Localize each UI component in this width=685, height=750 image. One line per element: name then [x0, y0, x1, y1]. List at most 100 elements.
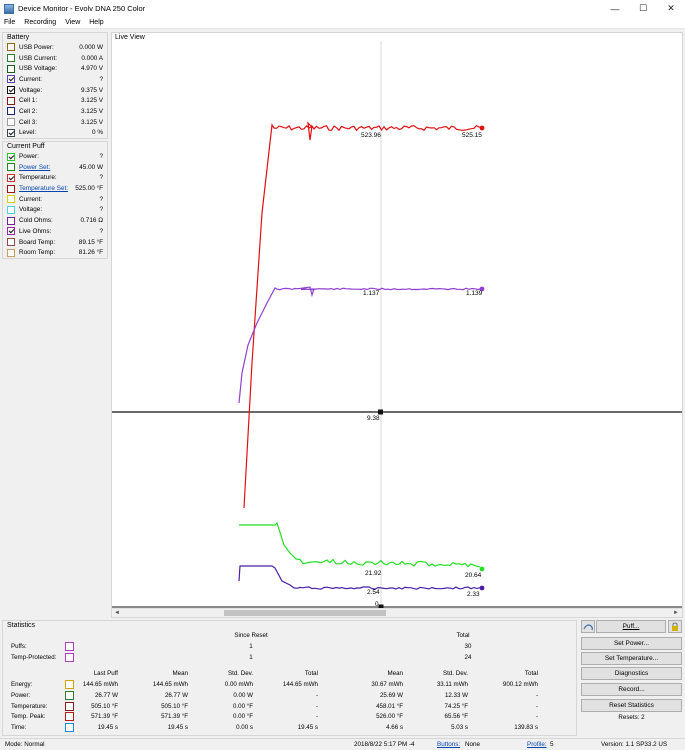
left-panel: Battery USB Power: 0.000 W USB Current: 0.0…: [2, 32, 108, 618]
puff-checkbox[interactable]: [7, 195, 15, 204]
puff-checkbox[interactable]: [7, 173, 15, 182]
puff-checkbox[interactable]: [7, 205, 15, 214]
battery-label: Current:: [19, 75, 43, 83]
horizontal-scrollbar[interactable]: ◄ ►: [112, 608, 682, 617]
stats-column-header: Std. Dev.: [443, 670, 468, 677]
stats-cell: 571.39 °F: [161, 713, 188, 721]
puff-icon[interactable]: [581, 620, 595, 633]
total-header: Total: [456, 632, 470, 639]
title-bar: Device Monitor - Evolv DNA 250 Color — ☐…: [0, 0, 685, 17]
battery-checkbox[interactable]: [7, 86, 15, 95]
stats-row-checkbox[interactable]: [65, 712, 74, 722]
battery-checkbox[interactable]: [7, 75, 15, 84]
stats-cell: -: [535, 713, 538, 721]
scroll-right-icon[interactable]: ►: [673, 610, 679, 616]
puff-value: ?: [99, 174, 103, 182]
battery-label: Cell 2:: [19, 107, 38, 115]
puff-value: 81.26 °F: [78, 249, 103, 257]
buttons-link[interactable]: Buttons:: [437, 741, 461, 748]
menu-recording[interactable]: Recording: [24, 19, 57, 26]
stats-row-label: Temperature:: [11, 702, 48, 710]
reset-statistics-button[interactable]: Reset Statistics: [581, 699, 682, 712]
current-puff-title: Current Puff: [7, 143, 45, 151]
stats-cell: 0.00 °F: [232, 713, 253, 721]
stats-row-checkbox[interactable]: [65, 701, 74, 711]
voltage-cursor-label: 9.38: [367, 415, 380, 422]
battery-checkbox[interactable]: [7, 118, 15, 127]
battery-value: 3.125 V: [80, 107, 103, 115]
temp-protected-checkbox[interactable]: [65, 653, 74, 662]
statistics-panel: Statistics Since Reset Total Puffs: 1 30…: [2, 620, 577, 736]
battery-checkbox[interactable]: [7, 128, 15, 137]
puff-label: Temperature:: [19, 174, 57, 182]
scroll-left-icon[interactable]: ◄: [114, 610, 120, 616]
stats-cell: 5.03 s: [451, 724, 468, 732]
battery-row: Cell 1: 3.125 V: [3, 95, 107, 106]
stats-row-checkbox[interactable]: [65, 690, 74, 700]
record-button[interactable]: Record...: [581, 683, 682, 696]
puffs-checkbox[interactable]: [65, 642, 74, 651]
puff-label[interactable]: Power Set:: [19, 163, 51, 171]
diagnostics-button[interactable]: Diagnostics: [581, 667, 682, 680]
puff-row: Room Temp: 81.26 °F: [3, 247, 107, 258]
current-cursor-label: 2.54: [367, 589, 380, 596]
close-button[interactable]: ✕: [667, 3, 675, 13]
stats-cell: 26.77 W: [94, 691, 118, 699]
puff-checkbox[interactable]: [7, 248, 15, 257]
puff-checkbox[interactable]: [7, 227, 15, 236]
minimize-button[interactable]: —: [610, 3, 620, 14]
stats-cell: -: [535, 702, 538, 710]
stats-row-label: Temp. Peak:: [11, 713, 46, 721]
profile-link[interactable]: Profile:: [527, 741, 547, 748]
battery-label: USB Current:: [19, 54, 58, 62]
battery-checkbox[interactable]: [7, 107, 15, 116]
lock-icon[interactable]: [668, 620, 682, 633]
battery-value: 4.970 V: [80, 65, 103, 73]
puff-value: ?: [99, 227, 103, 235]
live-view-plot: 523.96 525.15 1.137 1.139 9.38 21.92 20.…: [112, 41, 682, 609]
maximize-button[interactable]: ☐: [638, 3, 648, 13]
menu-file[interactable]: File: [4, 19, 16, 26]
battery-value: 0.000 A: [81, 54, 103, 62]
puff-row: Temperature:?: [3, 173, 107, 184]
puff-row: Temperature Set: 525.00 °F: [3, 183, 107, 194]
battery-row: Current:?: [3, 74, 107, 85]
battery-row: USB Current: 0.000 A: [3, 53, 107, 64]
stats-cell: -: [315, 713, 318, 721]
puff-label[interactable]: Temperature Set:: [19, 185, 69, 193]
temp-end-label: 525.15: [462, 132, 482, 139]
window-title: Device Monitor - Evolv DNA 250 Color: [18, 4, 146, 13]
stats-row-checkbox[interactable]: [65, 723, 74, 733]
puff-checkbox[interactable]: [7, 216, 15, 225]
battery-checkbox[interactable]: [7, 64, 15, 73]
scroll-thumb[interactable]: [224, 610, 386, 616]
battery-checkbox[interactable]: [7, 96, 15, 105]
stats-column-header: Mean: [172, 670, 188, 677]
battery-label: Level:: [19, 129, 37, 137]
set-temperature-button[interactable]: Set Temperature...: [581, 652, 682, 665]
live-ohms-series-line: [238, 286, 482, 404]
puff-checkbox[interactable]: [7, 184, 15, 193]
menu-help[interactable]: Help: [89, 19, 104, 26]
puff-checkbox[interactable]: [7, 238, 15, 247]
stats-cell: 33.11 mWh: [436, 681, 468, 688]
zero-label: 0: [375, 601, 379, 608]
stats-cell: 26.77 W: [164, 691, 188, 699]
puff-label: Board Temp:: [19, 238, 56, 246]
stats-cell: 458.01 °F: [376, 702, 403, 710]
battery-checkbox[interactable]: [7, 43, 15, 52]
stats-row-checkbox[interactable]: [65, 680, 74, 689]
menu-view[interactable]: View: [65, 19, 81, 26]
puff-checkbox[interactable]: [7, 163, 15, 172]
puff-button[interactable]: Puff...: [596, 620, 666, 633]
battery-label: USB Power:: [19, 43, 54, 51]
puff-checkbox[interactable]: [7, 152, 15, 161]
puff-label: Current:: [19, 195, 43, 203]
set-power-button[interactable]: Set Power...: [581, 637, 682, 650]
puff-button-label: Puff...: [622, 623, 640, 630]
zero-marker: [378, 604, 384, 609]
battery-checkbox[interactable]: [7, 54, 15, 63]
stats-cell: 526.00 °F: [376, 713, 403, 721]
temp-cursor-label: 523.96: [361, 132, 381, 139]
menu-bar: File Recording View Help: [0, 17, 685, 29]
